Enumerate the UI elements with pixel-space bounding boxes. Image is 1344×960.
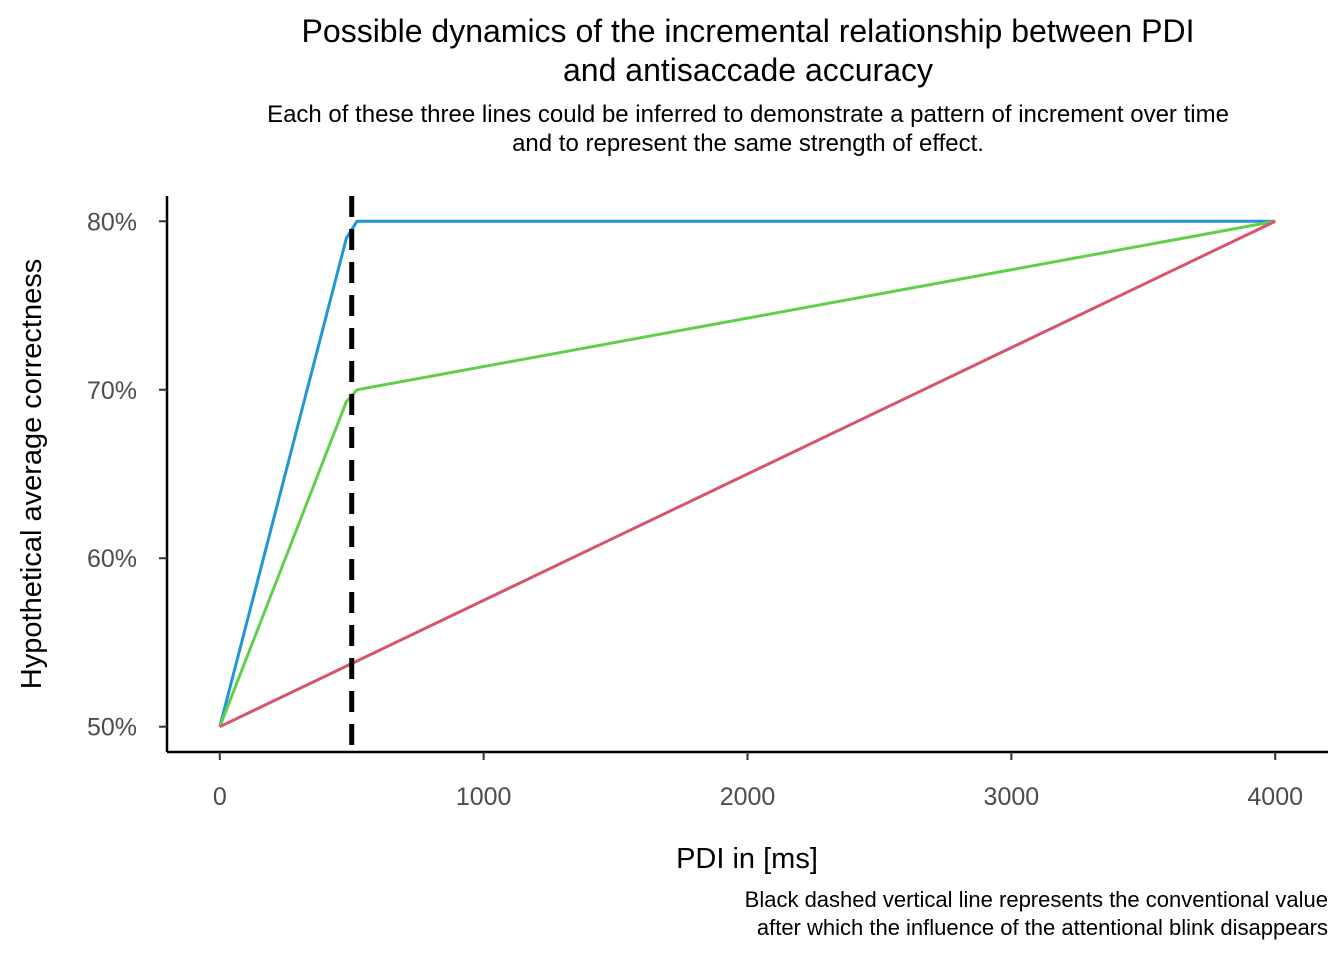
x-axis-title: PDI in [ms] — [676, 843, 818, 875]
x-tick-label: 4000 — [1247, 783, 1303, 811]
x-axis-ticks: 0 1000 2000 3000 4000 — [213, 752, 1303, 811]
plot-area — [218, 196, 1276, 752]
chart-caption: Black dashed vertical line represents th… — [744, 887, 1328, 940]
chart-title-line: and antisaccade accuracy — [563, 52, 933, 88]
y-tick-label: 80% — [87, 208, 137, 236]
chart-title: Possible dynamics of the incremental rel… — [160, 12, 1336, 90]
x-tick-label: 0 — [213, 783, 227, 811]
y-axis-title: Hypothetical average correctness — [16, 259, 48, 689]
x-tick-label: 3000 — [984, 783, 1040, 811]
chart-subtitle-line: and to represent the same strength of ef… — [512, 130, 984, 157]
chart-subtitle: Each of these three lines could be infer… — [160, 100, 1336, 158]
chart-title-line: Possible dynamics of the incremental rel… — [301, 13, 1195, 49]
x-tick-label: 1000 — [456, 783, 512, 811]
y-axis-ticks: 50% 60% 70% 80% — [87, 208, 167, 742]
y-tick-label: 50% — [87, 714, 137, 742]
chart-subtitle-line: Each of these three lines could be infer… — [267, 101, 1229, 128]
series-line-3 — [219, 219, 1276, 729]
x-tick-label: 2000 — [720, 783, 776, 811]
y-tick-label: 70% — [87, 377, 137, 405]
y-tick-label: 60% — [87, 545, 137, 573]
